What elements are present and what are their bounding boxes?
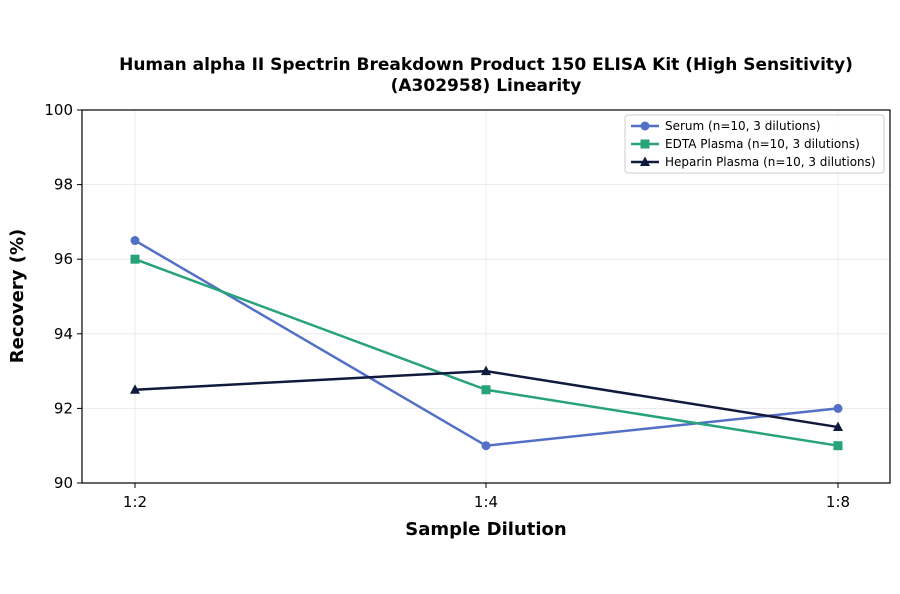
y-tick-label: 96	[54, 250, 73, 268]
legend-item-heparin: Heparin Plasma (n=10, 3 dilutions)	[631, 155, 876, 169]
legend-item-edta: EDTA Plasma (n=10, 3 dilutions)	[631, 137, 860, 151]
series-line	[134, 239, 839, 447]
x-axis-ticks: 1:2 1:4 1:8	[123, 483, 850, 511]
series-edta	[130, 254, 843, 451]
data-point	[833, 441, 843, 451]
legend-label: EDTA Plasma (n=10, 3 dilutions)	[665, 137, 860, 151]
legend-item-serum: Serum (n=10, 3 dilutions)	[631, 119, 821, 133]
legend: Serum (n=10, 3 dilutions) EDTA Plasma (n=…	[624, 114, 885, 174]
y-tick-label: 100	[44, 101, 73, 119]
legend-label: Heparin Plasma (n=10, 3 dilutions)	[665, 155, 876, 169]
chart-title-line1: Human alpha II Spectrin Breakdown Produc…	[119, 55, 853, 75]
chart-title-line2: (A302958) Linearity	[391, 76, 582, 96]
y-axis-label: Recovery (%)	[7, 229, 28, 363]
data-point	[833, 403, 843, 413]
y-tick-label: 94	[54, 325, 73, 343]
legend-marker	[640, 139, 650, 149]
legend-label: Serum (n=10, 3 dilutions)	[665, 119, 821, 133]
y-tick-label: 90	[54, 474, 73, 492]
data-point	[130, 254, 140, 264]
y-tick-label: 92	[54, 399, 73, 417]
series-heparin	[130, 365, 843, 432]
series-line	[134, 258, 839, 447]
series-layer	[130, 236, 843, 451]
data-point	[130, 384, 140, 394]
data-point	[481, 385, 491, 395]
x-axis-label: Sample Dilution	[405, 519, 566, 540]
x-tick-label: 1:2	[123, 493, 147, 511]
y-axis-ticks: 90 92 94 96 98 100	[44, 101, 82, 492]
legend-marker	[640, 156, 650, 166]
data-point	[481, 365, 491, 376]
legend-box	[624, 114, 885, 174]
series-serum	[130, 236, 843, 451]
x-tick-label: 1:4	[474, 493, 498, 511]
data-point	[833, 421, 843, 432]
legend-marker	[640, 121, 650, 131]
x-tick-label: 1:8	[826, 493, 850, 511]
data-point	[130, 236, 140, 246]
data-point	[481, 441, 491, 451]
y-tick-label: 98	[54, 176, 73, 194]
